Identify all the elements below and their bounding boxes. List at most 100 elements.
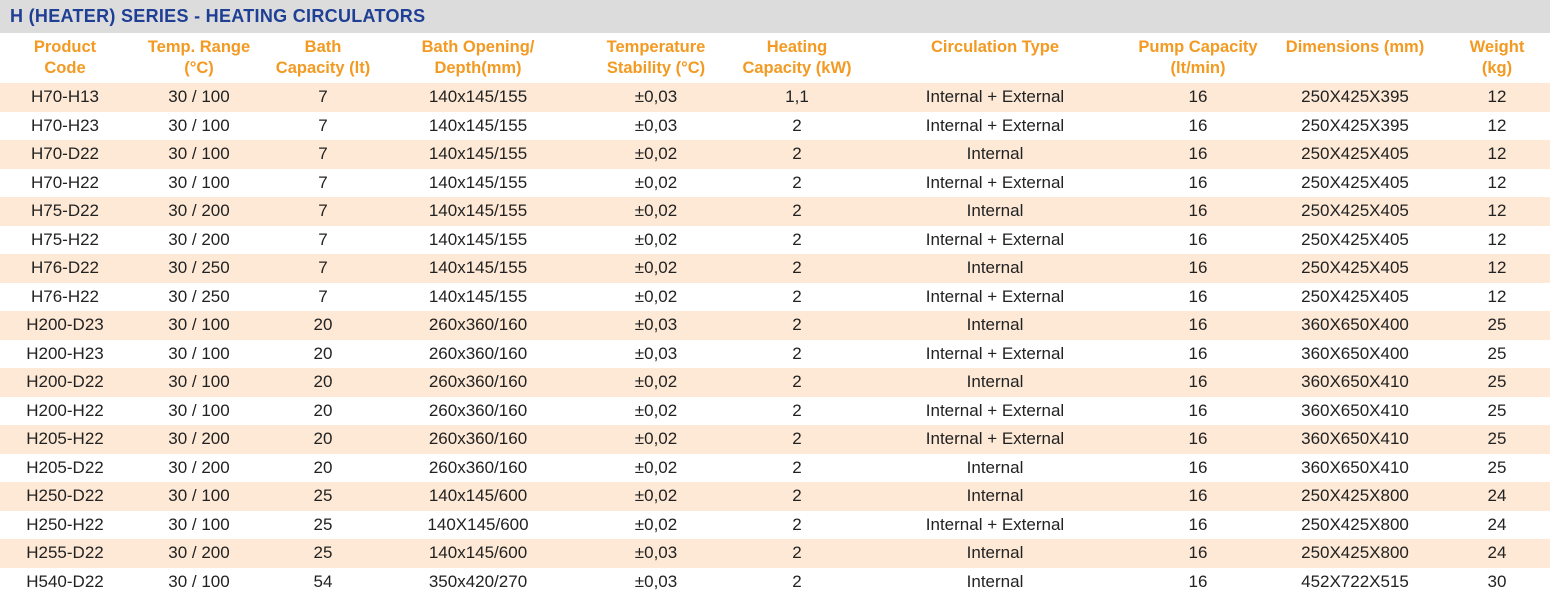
- cell-product-code: H75-D22: [0, 197, 130, 226]
- cell-temp-range: 30 / 100: [130, 111, 268, 140]
- table-row: H250-H22 30 / 100 25 140X145/600 ±0,02 2 Inter…: [0, 510, 1550, 539]
- cell-temp-range: 30 / 100: [130, 368, 268, 397]
- cell-dimensions: 360X650X400: [1266, 339, 1444, 368]
- cell-heating-capacity: 2: [734, 140, 860, 169]
- cell-circulation-type: Internal + External: [860, 425, 1130, 454]
- series-title: H (HEATER) SERIES - HEATING CIRCULATORS: [10, 6, 426, 26]
- header-row: Product Code Temp. Range (°C) Bath Capacity (…: [0, 33, 1550, 83]
- header-label-line2: (lt/min): [1170, 59, 1226, 77]
- cell-product-code: H205-H22: [0, 425, 130, 454]
- cell-product-code: H75-H22: [0, 225, 130, 254]
- cell-product-code: H250-H22: [0, 510, 130, 539]
- cell-bath-opening: 260x360/160: [378, 453, 578, 482]
- cell-pump-capacity: 16: [1130, 111, 1266, 140]
- cell-bath-opening: 260x360/160: [378, 311, 578, 340]
- cell-bath-opening: 140x145/155: [378, 83, 578, 112]
- cell-bath-opening: 140x145/155: [378, 168, 578, 197]
- cell-temp-range: 30 / 200: [130, 425, 268, 454]
- cell-pump-capacity: 16: [1130, 368, 1266, 397]
- cell-temp-stability: ±0,02: [578, 254, 734, 283]
- cell-temp-stability: ±0,02: [578, 368, 734, 397]
- header-label-line1: Dimensions (mm): [1285, 38, 1425, 56]
- table-row: H76-D22 30 / 250 7 140x145/155 ±0,02 2 Interna…: [0, 254, 1550, 283]
- cell-product-code: H76-H22: [0, 282, 130, 311]
- cell-pump-capacity: 16: [1130, 282, 1266, 311]
- table-row: H250-D22 30 / 100 25 140x145/600 ±0,02 2 Inter…: [0, 482, 1550, 511]
- cell-circulation-type: Internal: [860, 482, 1130, 511]
- table-row: H255-D22 30 / 200 25 140x145/600 ±0,03 2 Inter…: [0, 539, 1550, 568]
- header-label-line2: Depth(mm): [434, 59, 522, 77]
- cell-pump-capacity: 16: [1130, 140, 1266, 169]
- table-row: H70-H22 30 / 100 7 140x145/155 ±0,02 2 Interna…: [0, 168, 1550, 197]
- cell-pump-capacity: 16: [1130, 539, 1266, 568]
- cell-temp-stability: ±0,03: [578, 339, 734, 368]
- cell-bath-capacity: 20: [268, 453, 378, 482]
- cell-heating-capacity: 2: [734, 282, 860, 311]
- table-row: H75-H22 30 / 200 7 140x145/155 ±0,02 2 Interna…: [0, 225, 1550, 254]
- cell-temp-stability: ±0,03: [578, 567, 734, 596]
- header-label-line1: Product: [33, 38, 97, 56]
- cell-weight: 12: [1444, 111, 1550, 140]
- cell-bath-capacity: 20: [268, 368, 378, 397]
- cell-temp-range: 30 / 100: [130, 140, 268, 169]
- cell-temp-stability: ±0,02: [578, 282, 734, 311]
- cell-weight: 12: [1444, 282, 1550, 311]
- table-row: H200-H23 30 / 100 20 260x360/160 ±0,03 2 Inter…: [0, 339, 1550, 368]
- table-row: H540-D22 30 / 100 54 350x420/270 ±0,03 2 Inter…: [0, 567, 1550, 596]
- cell-heating-capacity: 2: [734, 396, 860, 425]
- header-circulation-type: Circulation Type: [860, 33, 1130, 83]
- cell-temp-range: 30 / 100: [130, 83, 268, 112]
- cell-temp-range: 30 / 250: [130, 254, 268, 283]
- cell-circulation-type: Internal: [860, 197, 1130, 226]
- cell-pump-capacity: 16: [1130, 225, 1266, 254]
- table-header: Product Code Temp. Range (°C) Bath Capacity (…: [0, 33, 1550, 83]
- cell-dimensions: 250X425X800: [1266, 510, 1444, 539]
- cell-bath-capacity: 20: [268, 396, 378, 425]
- cell-temp-range: 30 / 100: [130, 168, 268, 197]
- cell-bath-capacity: 25: [268, 539, 378, 568]
- cell-circulation-type: Internal + External: [860, 339, 1130, 368]
- cell-weight: 25: [1444, 368, 1550, 397]
- cell-bath-opening: 350x420/270: [378, 567, 578, 596]
- cell-circulation-type: Internal + External: [860, 282, 1130, 311]
- cell-weight: 30: [1444, 567, 1550, 596]
- cell-pump-capacity: 16: [1130, 254, 1266, 283]
- cell-pump-capacity: 16: [1130, 510, 1266, 539]
- cell-weight: 24: [1444, 510, 1550, 539]
- cell-bath-opening: 140x145/600: [378, 482, 578, 511]
- cell-product-code: H70-H13: [0, 83, 130, 112]
- header-label-line1: Circulation Type: [930, 38, 1060, 56]
- table-row: H70-H13 30 / 100 7 140x145/155 ±0,03 1,1 Inter…: [0, 83, 1550, 112]
- cell-bath-opening: 140x145/155: [378, 140, 578, 169]
- cell-heating-capacity: 2: [734, 482, 860, 511]
- cell-weight: 24: [1444, 539, 1550, 568]
- cell-heating-capacity: 2: [734, 168, 860, 197]
- cell-heating-capacity: 2: [734, 453, 860, 482]
- cell-weight: 12: [1444, 225, 1550, 254]
- cell-bath-capacity: 7: [268, 225, 378, 254]
- table-row: H70-H23 30 / 100 7 140x145/155 ±0,03 2 Interna…: [0, 111, 1550, 140]
- cell-bath-opening: 140x145/155: [378, 254, 578, 283]
- cell-circulation-type: Internal + External: [860, 225, 1130, 254]
- cell-circulation-type: Internal: [860, 539, 1130, 568]
- cell-temp-stability: ±0,02: [578, 482, 734, 511]
- cell-circulation-type: Internal + External: [860, 168, 1130, 197]
- header-bath-capacity: Bath Capacity (lt): [268, 33, 378, 83]
- cell-temp-range: 30 / 100: [130, 567, 268, 596]
- cell-temp-stability: ±0,03: [578, 83, 734, 112]
- table-row: H70-D22 30 / 100 7 140x145/155 ±0,02 2 Interna…: [0, 140, 1550, 169]
- cell-dimensions: 360X650X410: [1266, 368, 1444, 397]
- cell-temp-range: 30 / 100: [130, 482, 268, 511]
- header-temp-range: Temp. Range (°C): [130, 33, 268, 83]
- cell-temp-range: 30 / 100: [130, 396, 268, 425]
- header-product-code: Product Code: [0, 33, 130, 83]
- cell-dimensions: 360X650X410: [1266, 396, 1444, 425]
- header-label-line2: Code: [44, 59, 86, 77]
- cell-weight: 12: [1444, 254, 1550, 283]
- cell-product-code: H200-H22: [0, 396, 130, 425]
- table-row: H200-H22 30 / 100 20 260x360/160 ±0,02 2 Inter…: [0, 396, 1550, 425]
- cell-circulation-type: Internal + External: [860, 510, 1130, 539]
- cell-bath-capacity: 7: [268, 197, 378, 226]
- cell-temp-range: 30 / 100: [130, 311, 268, 340]
